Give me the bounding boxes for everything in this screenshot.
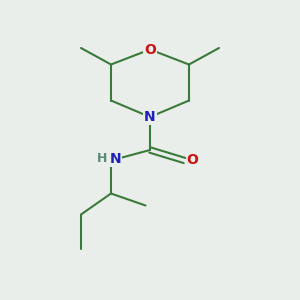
Text: O: O — [144, 43, 156, 56]
Text: H: H — [97, 152, 107, 166]
Text: O: O — [186, 154, 198, 167]
Text: N: N — [144, 110, 156, 124]
Text: N: N — [110, 152, 121, 166]
